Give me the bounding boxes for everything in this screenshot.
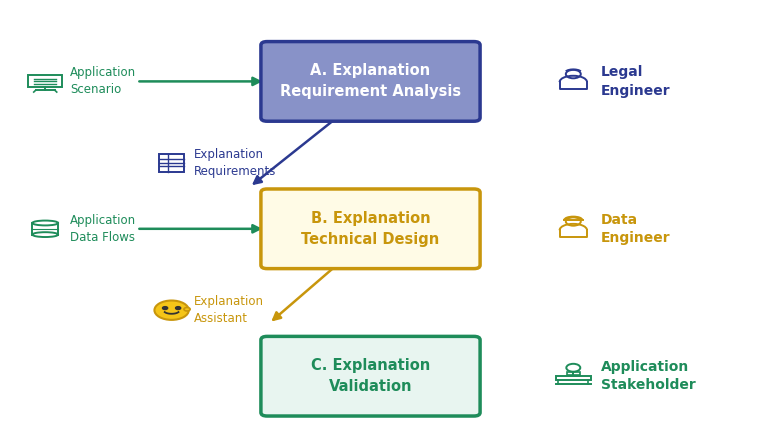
Text: Application
Stakeholder: Application Stakeholder (601, 360, 695, 392)
Text: Data
Engineer: Data Engineer (601, 213, 670, 245)
FancyBboxPatch shape (261, 42, 480, 121)
FancyBboxPatch shape (261, 336, 480, 416)
Text: Explanation
Assistant: Explanation Assistant (193, 295, 264, 325)
Circle shape (184, 308, 190, 311)
Text: A. Explanation
Requirement Analysis: A. Explanation Requirement Analysis (280, 63, 461, 99)
FancyBboxPatch shape (261, 189, 480, 268)
Circle shape (176, 307, 181, 309)
Text: B. Explanation
Technical Design: B. Explanation Technical Design (301, 211, 440, 247)
Circle shape (154, 301, 189, 320)
Text: Application
Data Flows: Application Data Flows (70, 214, 136, 244)
Text: Legal
Engineer: Legal Engineer (601, 65, 670, 98)
Circle shape (162, 307, 168, 309)
Text: Application
Scenario: Application Scenario (70, 66, 136, 96)
Text: C. Explanation
Validation: C. Explanation Validation (311, 358, 430, 394)
Text: Explanation
Requirements: Explanation Requirements (193, 148, 276, 178)
